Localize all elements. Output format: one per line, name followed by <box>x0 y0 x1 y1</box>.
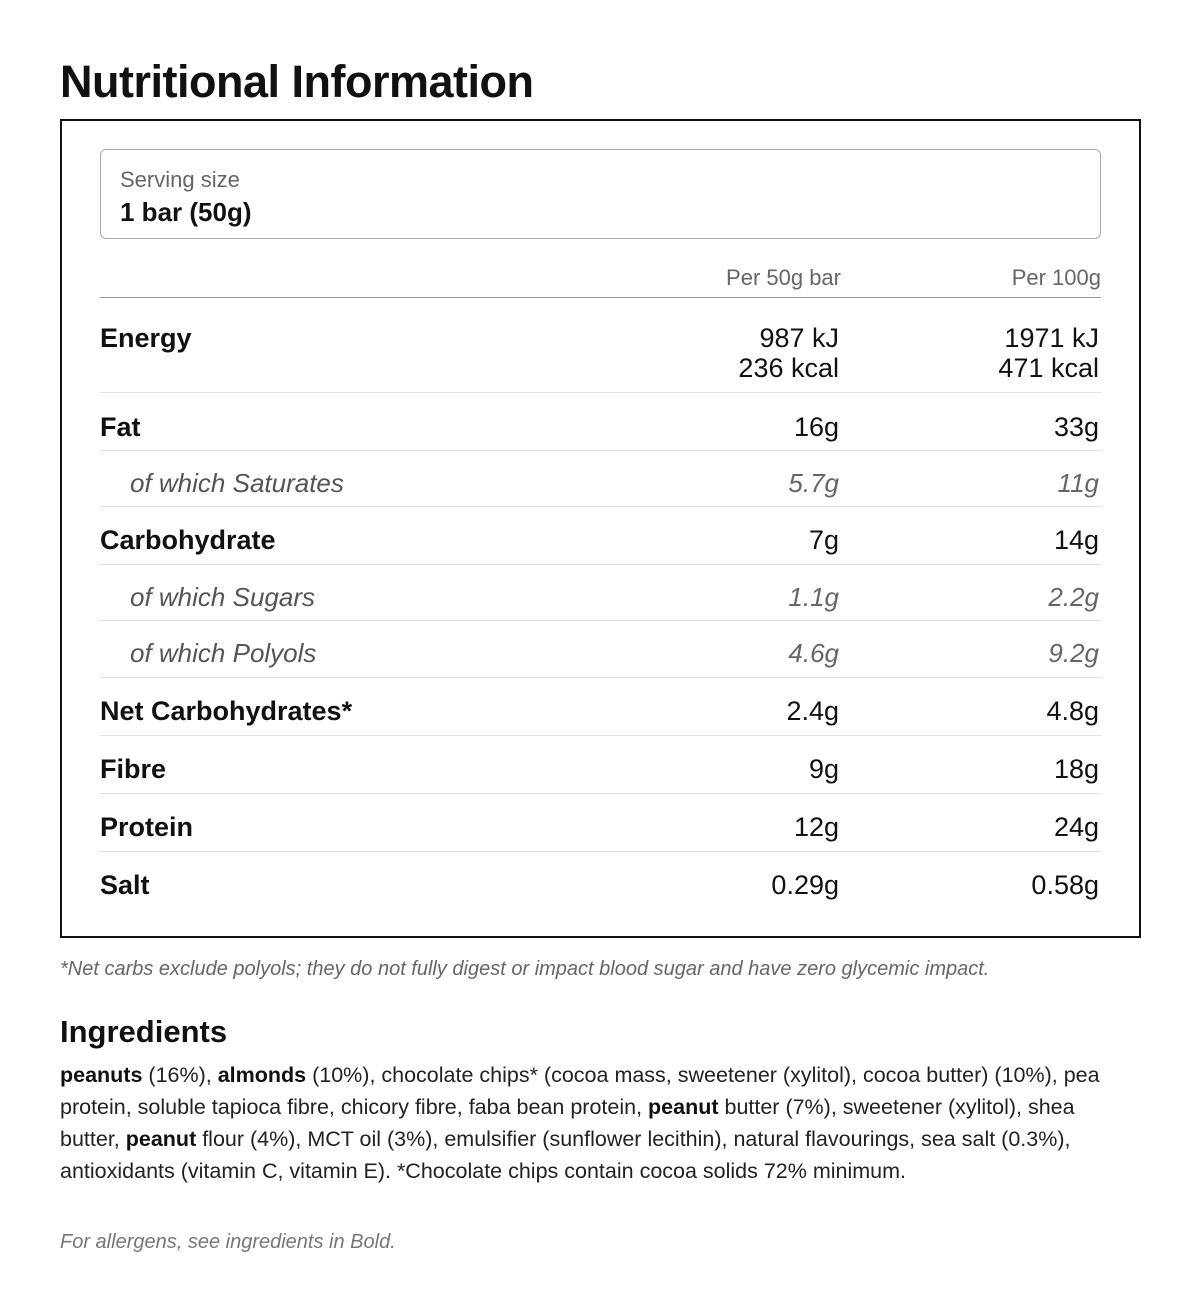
allergen-ingredient: peanut <box>125 1127 197 1151</box>
value-per-100g: 4.8g <box>1046 696 1099 726</box>
value-per-100g-kcal: 471 kcal <box>998 353 1099 383</box>
nutrient-name: Carbohydrate <box>100 525 276 555</box>
nutrient-name: of which Sugars <box>130 582 315 612</box>
value-per-bar: 9g <box>808 754 839 784</box>
ingredient-text: butter (7%), sweetener (xylitol), shea b… <box>60 1095 1075 1151</box>
value-per-100g: 2.2g <box>1048 582 1099 612</box>
value-per-bar: 1.1g <box>788 582 839 612</box>
nutrient-name: Net Carbohydrates* <box>100 696 353 726</box>
ingredients-heading: Ingredients <box>60 1014 228 1049</box>
nutrient-row-saturates: of which Saturates 5.7g 11g <box>100 451 1101 507</box>
net-carbs-footnote: *Net carbs exclude polyols; they do not … <box>60 958 990 980</box>
ingredient-text: (10%), chocolate chips* (cocoa mass, swe… <box>60 1063 1100 1119</box>
serving-size-box: Serving size 1 bar (50g) <box>100 149 1101 239</box>
value-per-100g: 33g <box>1053 412 1099 442</box>
value-per-100g: 11g <box>1057 468 1099 498</box>
value-per-bar: 7g <box>808 525 839 555</box>
value-per-100g: 9.2g <box>1048 638 1099 668</box>
value-per-bar: 4.6g <box>788 638 839 668</box>
value-per-bar-kcal: 236 kcal <box>738 353 839 383</box>
value-per-100g: 0.58g <box>1031 870 1099 900</box>
allergen-ingredient: almonds <box>217 1063 307 1087</box>
value-per-bar: 16g <box>793 412 839 442</box>
serving-size-label: Serving size <box>120 167 240 192</box>
value-per-100g: 24g <box>1053 812 1099 842</box>
allergen-ingredient: peanuts <box>60 1063 143 1087</box>
ingredients-list: peanuts (16%), almonds (10%), chocolate … <box>60 1059 1135 1187</box>
nutrient-row-energy: Energy 987 kJ 236 kcal 1971 kJ 471 kcal <box>100 298 1101 393</box>
page-title: Nutritional Information <box>60 56 534 107</box>
nutrient-name: Energy <box>100 323 192 353</box>
nutrient-row-net-carbohydrates: Net Carbohydrates* 2.4g 4.8g <box>100 678 1101 736</box>
column-header-per-100g: Per 100g <box>1011 265 1101 290</box>
nutrient-rows: Energy 987 kJ 236 kcal 1971 kJ 471 kcal … <box>100 298 1101 912</box>
nutrient-name: of which Polyols <box>130 638 317 668</box>
value-per-bar: 0.29g <box>771 870 839 900</box>
value-per-bar-kj: 987 kJ <box>759 323 839 353</box>
nutrient-row-protein: Protein 12g 24g <box>100 794 1101 852</box>
ingredient-text: flour (4%), MCT oil (3%), emulsifier (su… <box>60 1127 1071 1183</box>
value-per-bar: 5.7g <box>788 468 839 498</box>
header-divider <box>100 297 1101 298</box>
nutrient-name: Salt <box>100 870 150 900</box>
nutrient-row-fibre: Fibre 9g 18g <box>100 736 1101 794</box>
value-per-bar: 12g <box>793 812 839 842</box>
ingredient-text: (16%), <box>142 1063 218 1087</box>
nutrient-row-polyols: of which Polyols 4.6g 9.2g <box>100 621 1101 678</box>
nutrient-name: of which Saturates <box>130 468 344 498</box>
value-per-bar: 2.4g <box>786 696 839 726</box>
nutrient-row-carbohydrate: Carbohydrate 7g 14g <box>100 507 1101 565</box>
nutrient-name: Fat <box>100 412 141 442</box>
nutrition-table-panel: Serving size 1 bar (50g) Per 50g bar Per… <box>60 119 1141 938</box>
nutrient-row-salt: Salt 0.29g 0.58g <box>100 852 1101 912</box>
value-per-100g: 14g <box>1053 525 1099 555</box>
value-per-100g: 18g <box>1053 754 1099 784</box>
nutrient-name: Fibre <box>100 754 167 784</box>
nutrient-name: Protein <box>100 812 194 842</box>
column-header-per-bar: Per 50g bar <box>726 265 841 290</box>
value-per-100g-kj: 1971 kJ <box>1004 323 1099 353</box>
serving-size-value: 1 bar (50g) <box>120 197 252 227</box>
nutrient-row-sugars: of which Sugars 1.1g 2.2g <box>100 565 1101 621</box>
nutrient-row-fat: Fat 16g 33g <box>100 393 1101 451</box>
allergen-note: For allergens, see ingredients in Bold. <box>60 1231 396 1253</box>
allergen-ingredient: peanut <box>648 1095 719 1119</box>
